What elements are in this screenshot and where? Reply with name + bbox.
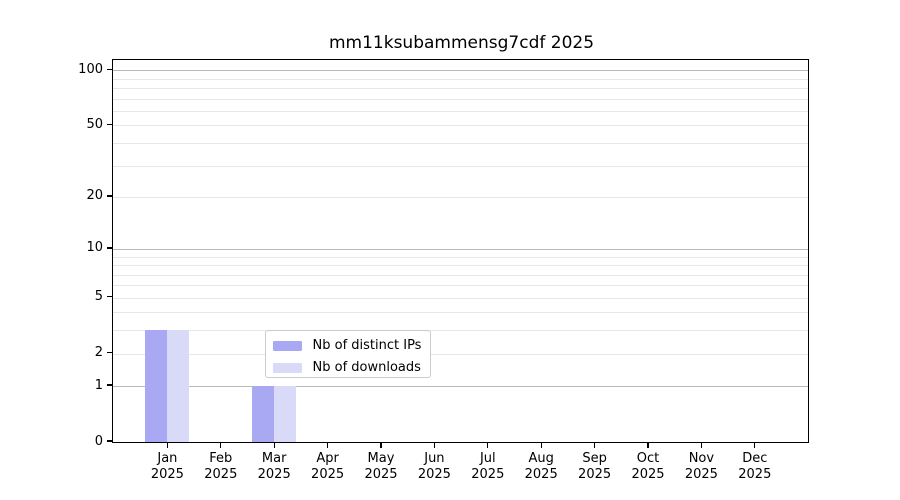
gridline-minor xyxy=(113,196,808,198)
legend: Nb of distinct IPs Nb of downloads xyxy=(264,330,431,378)
plot-area xyxy=(112,59,809,443)
x-tick-label: Mar 2025 xyxy=(257,451,291,482)
x-tick-label: Feb 2025 xyxy=(204,451,238,482)
x-tick-mark xyxy=(380,443,382,448)
gridline-minor xyxy=(113,312,808,314)
gridline-minor xyxy=(113,265,808,267)
y-tick-label: 1 xyxy=(94,377,103,393)
x-tick-label: Nov 2025 xyxy=(684,451,718,482)
gridline-minor xyxy=(113,165,808,167)
gridline-major xyxy=(113,248,808,250)
x-tick-label: Sep 2025 xyxy=(578,451,612,482)
x-tick-label: Apr 2025 xyxy=(311,451,345,482)
y-tick-mark xyxy=(107,296,112,298)
gridline-minor xyxy=(113,111,808,113)
x-tick-mark xyxy=(220,443,222,448)
y-tick-label: 20 xyxy=(86,188,103,204)
bar-downloads-mar xyxy=(274,386,297,442)
x-tick-mark xyxy=(433,443,436,448)
y-tick-label: 5 xyxy=(94,289,103,305)
x-tick-mark xyxy=(326,443,329,448)
legend-swatch-downloads xyxy=(272,362,302,373)
gridline-minor xyxy=(113,143,808,145)
y-tick-label: 100 xyxy=(78,61,103,77)
gridline-minor xyxy=(113,98,808,100)
gridline-minor xyxy=(113,78,808,80)
legend-label-distinct-ips: Nb of distinct IPs xyxy=(312,338,422,353)
x-tick-mark xyxy=(754,443,756,448)
gridline-minor xyxy=(113,256,808,258)
y-tick-mark xyxy=(107,351,112,354)
legend-entry-distinct-ips: Nb of distinct IPs xyxy=(272,336,422,355)
gridline-minor xyxy=(113,88,808,90)
x-tick-mark xyxy=(700,443,703,448)
y-tick-label: 10 xyxy=(86,240,103,256)
x-tick-label: Jul 2025 xyxy=(471,451,505,482)
legend-entry-downloads: Nb of downloads xyxy=(272,358,422,377)
gridline-minor xyxy=(113,125,808,127)
gridline-minor xyxy=(113,330,808,332)
gridline-minor xyxy=(113,285,808,287)
gridline-major xyxy=(113,70,808,72)
x-tick-label: Oct 2025 xyxy=(631,451,665,482)
x-tick-label: Jan 2025 xyxy=(150,451,184,482)
chart-title: mm11ksubammensg7cdf 2025 xyxy=(328,33,595,53)
y-tick-label: 0 xyxy=(94,433,103,449)
x-tick-mark xyxy=(647,443,649,448)
bar-distinct-ips-mar xyxy=(252,386,275,442)
gridline-minor xyxy=(113,274,808,276)
x-tick-label: May 2025 xyxy=(364,451,398,482)
y-tick-mark xyxy=(107,195,112,197)
x-tick-label: Dec 2025 xyxy=(738,451,772,482)
x-tick-mark xyxy=(540,443,542,448)
y-tick-mark xyxy=(107,440,112,442)
x-tick-mark xyxy=(166,443,169,448)
legend-label-downloads: Nb of downloads xyxy=(312,360,421,375)
x-tick-label: Aug 2025 xyxy=(524,451,558,482)
x-tick-label: Jun 2025 xyxy=(417,451,451,482)
bar-downloads-jan xyxy=(167,330,190,442)
x-tick-mark xyxy=(273,443,275,448)
y-tick-mark xyxy=(107,247,112,249)
gridline-major xyxy=(113,386,808,388)
gridline-minor xyxy=(113,297,808,299)
x-tick-mark xyxy=(487,443,489,448)
x-tick-mark xyxy=(593,443,596,448)
bar-distinct-ips-jan xyxy=(145,330,168,442)
y-tick-mark xyxy=(107,68,112,71)
y-tick-mark xyxy=(107,384,112,386)
gridline-minor xyxy=(113,353,808,355)
y-tick-label: 50 xyxy=(86,116,103,132)
legend-swatch-distinct-ips xyxy=(272,340,302,351)
y-tick-mark xyxy=(107,123,112,126)
y-tick-label: 2 xyxy=(94,345,103,361)
